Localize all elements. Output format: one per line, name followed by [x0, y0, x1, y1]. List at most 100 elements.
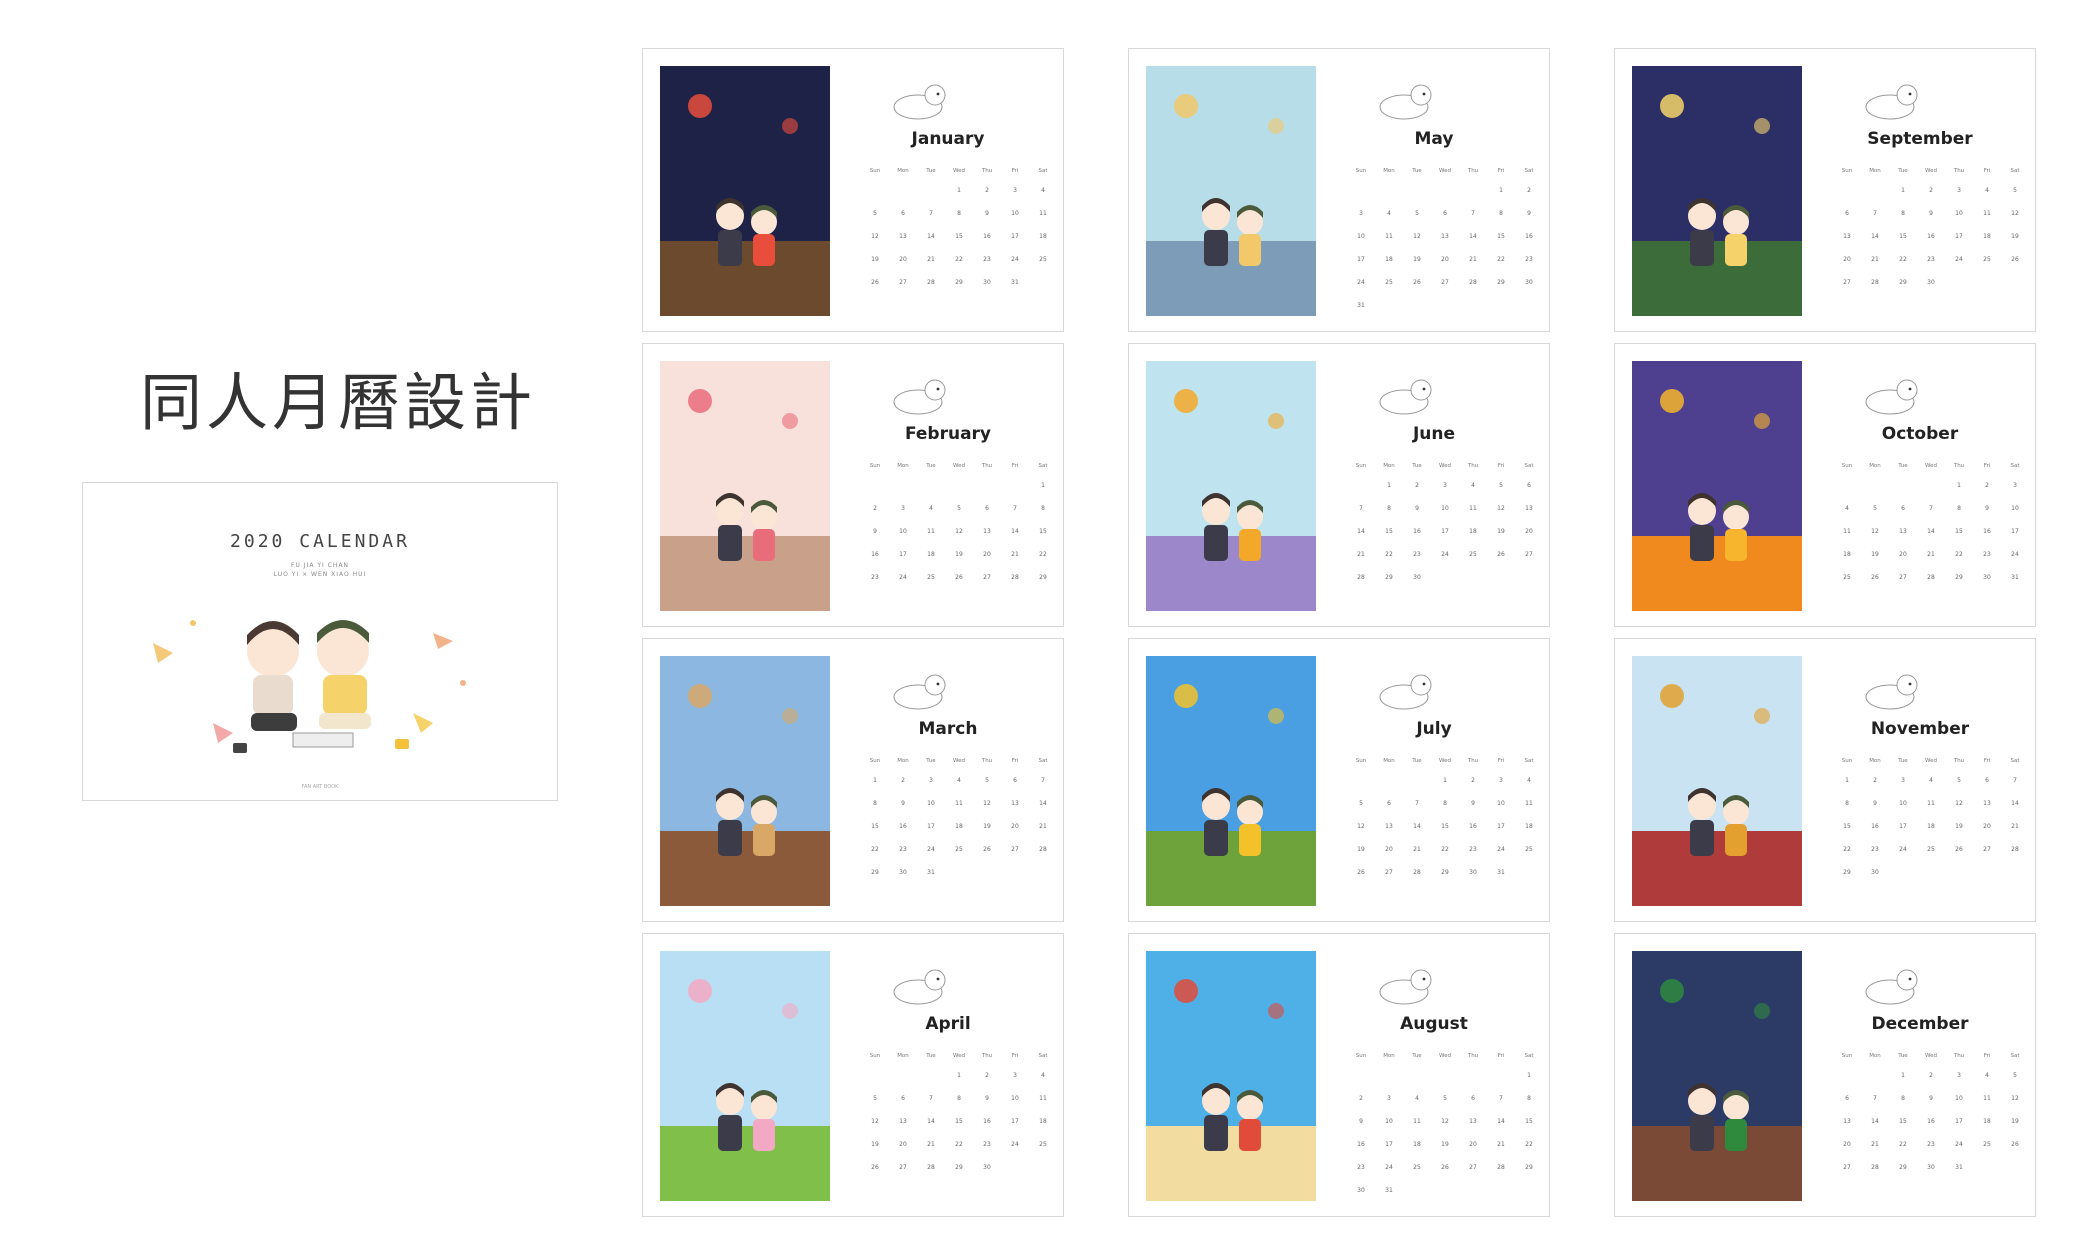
- week-row: 1 2 3 4 5 6 7: [861, 769, 1057, 792]
- weekday-label: Sat: [1038, 463, 1048, 469]
- weekday-label: Sat: [2010, 168, 2020, 174]
- weekday-label: Sun: [869, 758, 881, 764]
- day-cell: 28: [927, 1164, 935, 1171]
- day-cell: 29: [1039, 574, 1047, 581]
- month-name: November: [1870, 719, 1970, 739]
- weekday-label: Thu: [981, 168, 993, 174]
- month-card-april: April Sun Mon Tue Wed Thu Fri Sat 1 2 3 4 5 6 7 8 9 10 11 1…: [642, 933, 1064, 1217]
- day-cell: 8: [873, 800, 877, 807]
- day-cell: 12: [983, 800, 991, 807]
- day-cell: 24: [1441, 551, 1449, 558]
- weekday-label: Sat: [2010, 463, 2020, 469]
- day-cell: 12: [871, 233, 879, 240]
- week-row: 1: [1347, 1064, 1543, 1087]
- week-row: 7 8 9 10 11 12 13: [1347, 497, 1543, 520]
- day-cell: 30: [1525, 279, 1533, 286]
- day-cell: 19: [1955, 823, 1963, 830]
- weekday-label: Tue: [1898, 168, 1908, 174]
- day-cell: 4: [1929, 777, 1933, 784]
- day-cell: 20: [983, 551, 991, 558]
- day-cell: 17: [2011, 528, 2019, 535]
- day-cell: 12: [2011, 1095, 2019, 1102]
- month-illustration: [660, 361, 830, 611]
- weekday-label: Fri: [1011, 758, 1019, 764]
- weekday-header-row: Sun Mon Tue Wed Thu Fri Sat: [861, 458, 1057, 474]
- week-row: 17 18 19 20 21 22 23: [1347, 248, 1543, 271]
- calendar-grid: Sun Mon Tue Wed Thu Fri Sat 1 2 3 4 5 6 7 8 9 10 11 12 13 14…: [1347, 458, 1543, 589]
- day-cell: 29: [955, 279, 963, 286]
- weekday-label: Sun: [1355, 1053, 1367, 1059]
- day-cell: 3: [1359, 210, 1363, 217]
- week-row: 5 6 7 8 9 10 11: [861, 202, 1057, 225]
- weekday-label: Tue: [926, 463, 936, 469]
- day-cell: 19: [983, 823, 991, 830]
- month-illustration: [1146, 656, 1316, 906]
- day-cell: 25: [1413, 1164, 1421, 1171]
- day-cell: 21: [927, 256, 935, 263]
- day-cell: 1: [1845, 777, 1849, 784]
- day-cell: 10: [927, 800, 935, 807]
- week-row: 4 5 6 7 8 9 10: [1833, 497, 2029, 520]
- day-cell: 1: [957, 1072, 961, 1079]
- day-cell: 2: [1873, 777, 1877, 784]
- week-row: 27 28 29 30 31: [1833, 1156, 2029, 1179]
- day-cell: 9: [985, 210, 989, 217]
- day-cell: 3: [901, 505, 905, 512]
- weekday-label: Wed: [1439, 758, 1451, 764]
- day-cell: 3: [1957, 1072, 1961, 1079]
- weekday-label: Wed: [1439, 463, 1451, 469]
- day-cell: 14: [927, 1118, 935, 1125]
- day-cell: 5: [1415, 210, 1419, 217]
- day-cell: 5: [1873, 505, 1877, 512]
- day-cell: 9: [901, 800, 905, 807]
- day-cell: 28: [1497, 1164, 1505, 1171]
- day-cell: 18: [1525, 823, 1533, 830]
- weekday-label: Mon: [1383, 168, 1395, 174]
- day-cell: 27: [983, 574, 991, 581]
- dog-mascot-icon: [1369, 69, 1439, 128]
- day-cell: 26: [1497, 551, 1505, 558]
- dog-mascot-icon: [883, 364, 953, 423]
- day-cell: 25: [1983, 256, 1991, 263]
- calendar-grid: Sun Mon Tue Wed Thu Fri Sat 1 2 3 4 5 6 7 8 9 10 11 12 13 14…: [861, 1048, 1057, 1179]
- day-cell: 12: [1871, 528, 1879, 535]
- weekday-label: Mon: [1383, 463, 1395, 469]
- month-card-september: September Sun Mon Tue Wed Thu Fri Sat 1 2 3 4 5 6 7 8 9 1…: [1614, 48, 2036, 332]
- day-cell: 16: [899, 823, 907, 830]
- weekday-label: Sun: [1355, 758, 1367, 764]
- day-cell: 24: [1385, 1164, 1393, 1171]
- day-cell: 1: [1901, 187, 1905, 194]
- day-cell: 30: [899, 869, 907, 876]
- day-cell: 18: [1413, 1141, 1421, 1148]
- weekday-header-row: Sun Mon Tue Wed Thu Fri Sat: [1833, 458, 2029, 474]
- day-cell: 20: [1441, 256, 1449, 263]
- day-cell: 6: [1845, 210, 1849, 217]
- day-cell: 1: [1443, 777, 1447, 784]
- cover-subtitle-1: FU JIA YI CHAN: [291, 562, 349, 569]
- weekday-label: Mon: [1869, 1053, 1881, 1059]
- month-name: February: [904, 424, 992, 444]
- day-cell: 11: [1039, 210, 1047, 217]
- day-cell: 18: [1927, 823, 1935, 830]
- month-card-october: October Sun Mon Tue Wed Thu Fri Sat 1 2 3 4 5 6 7 8 9 10 1…: [1614, 343, 2036, 627]
- day-cell: 28: [1413, 869, 1421, 876]
- day-cell: 22: [1497, 256, 1505, 263]
- day-cell: 18: [1983, 233, 1991, 240]
- week-row: 24 25 26 27 28 29 30: [1347, 271, 1543, 294]
- day-cell: 15: [955, 233, 963, 240]
- week-row: 26 27 28 29 30 31: [861, 271, 1057, 294]
- day-cell: 19: [2011, 1118, 2019, 1125]
- day-cell: 11: [927, 528, 935, 535]
- day-cell: 1: [1957, 482, 1961, 489]
- weekday-label: Wed: [953, 758, 965, 764]
- day-cell: 23: [1525, 256, 1533, 263]
- month-card-january: January Sun Mon Tue Wed Thu Fri Sat 1 2 3 4 5 6 7 8 9 10 1…: [642, 48, 1064, 332]
- day-cell: 31: [1497, 869, 1505, 876]
- day-cell: 7: [1359, 505, 1363, 512]
- day-cell: 19: [871, 256, 879, 263]
- day-cell: 11: [1413, 1118, 1421, 1125]
- day-cell: 30: [983, 279, 991, 286]
- weekday-label: Fri: [1983, 1053, 1991, 1059]
- day-cell: 2: [1929, 187, 1933, 194]
